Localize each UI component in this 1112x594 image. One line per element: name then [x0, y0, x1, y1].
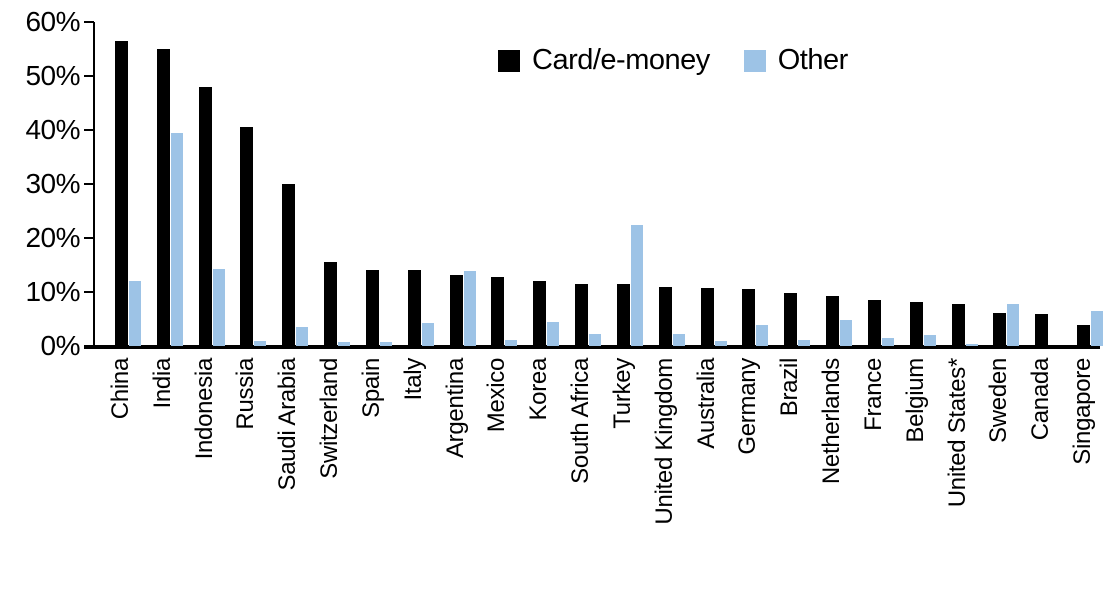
x-label-switzerland: Switzerland — [316, 358, 344, 479]
bar-other-australia — [714, 340, 727, 346]
bar-other-turkey — [630, 224, 643, 346]
bar-card-sweden — [993, 312, 1007, 346]
x-label-australia: Australia — [692, 358, 720, 449]
x-label-south-africa: South Africa — [567, 358, 595, 484]
bar-other-russia — [254, 341, 267, 346]
y-axis-tick — [84, 21, 94, 23]
bar-card-russia — [240, 127, 254, 346]
legend-item-other: Other — [743, 44, 849, 77]
bar-card-germany — [742, 289, 756, 346]
plot-area — [94, 22, 1104, 346]
bar-other-france — [881, 337, 894, 346]
bar-card-korea — [533, 281, 547, 346]
bar-other-singapore — [1091, 310, 1104, 346]
x-label-spain: Spain — [357, 358, 385, 418]
x-label-sweden: Sweden — [985, 358, 1013, 443]
x-label-france: France — [859, 358, 887, 431]
x-label-belgium: Belgium — [901, 358, 929, 443]
y-axis-tick — [84, 291, 94, 293]
bar-card-france — [867, 299, 881, 346]
bar-other-sweden — [1007, 304, 1020, 346]
bar-card-united-states — [951, 303, 965, 346]
bar-card-netherlands — [826, 296, 840, 346]
bar-other-brazil — [798, 340, 811, 346]
bar-other-argentina — [463, 271, 476, 346]
y-axis-tick — [84, 183, 94, 185]
bar-card-united-kingdom — [658, 286, 672, 346]
bar-other-china — [128, 281, 141, 346]
y-axis-tick-label: 30% — [25, 168, 80, 199]
x-label-united-states: United States* — [943, 358, 971, 508]
bar-card-south-africa — [575, 284, 589, 346]
bar-other-south-africa — [589, 334, 602, 346]
x-label-turkey: Turkey — [608, 358, 636, 429]
legend-swatch-other-icon — [743, 49, 766, 72]
y-axis-tick-label: 60% — [25, 6, 80, 37]
bar-other-indonesia — [212, 268, 225, 346]
bar-card-belgium — [909, 301, 923, 346]
bar-other-india — [170, 132, 183, 346]
bar-other-italy — [421, 322, 434, 346]
x-label-indonesia: Indonesia — [190, 358, 218, 460]
x-label-korea: Korea — [525, 358, 553, 421]
bar-other-germany — [756, 324, 769, 346]
bar-card-china — [114, 40, 128, 346]
x-label-italy: Italy — [399, 358, 427, 401]
legend-swatch-card-icon — [498, 49, 520, 72]
bar-card-australia — [700, 287, 714, 346]
x-label-russia: Russia — [232, 358, 260, 430]
y-axis-tick-label: 40% — [25, 114, 80, 145]
bar-card-italy — [407, 270, 421, 346]
y-axis-line — [93, 22, 95, 346]
x-label-india: India — [148, 358, 176, 409]
bar-other-united-kingdom — [672, 333, 685, 346]
bar-other-mexico — [505, 340, 518, 346]
bar-card-argentina — [449, 274, 463, 346]
legend-label-other: Other — [777, 44, 849, 76]
bar-other-united-states — [965, 343, 978, 346]
x-label-mexico: Mexico — [483, 358, 511, 433]
bar-other-saudi-arabia — [296, 327, 309, 346]
legend: Card/e-money Other — [498, 44, 848, 77]
x-label-canada: Canada — [1027, 358, 1055, 441]
x-label-brazil: Brazil — [776, 358, 804, 417]
bar-card-spain — [365, 270, 379, 346]
y-axis-tick-label: 10% — [25, 276, 80, 307]
y-axis-tick-label: 50% — [25, 60, 80, 91]
bar-other-netherlands — [840, 320, 853, 346]
bar-card-singapore — [1077, 324, 1091, 346]
legend-label-card-e-money: Card/e-money — [532, 44, 710, 76]
x-label-singapore: Singapore — [1069, 358, 1097, 465]
y-axis-tick — [84, 75, 94, 77]
x-label-united-kingdom: United Kingdom — [650, 358, 678, 525]
y-axis-tick — [84, 237, 94, 239]
x-label-china: China — [106, 358, 134, 420]
bar-card-saudi-arabia — [282, 184, 296, 346]
x-label-saudi-arabia: Saudi Arabia — [274, 358, 302, 491]
bar-card-indonesia — [198, 86, 212, 346]
bar-card-mexico — [491, 277, 505, 346]
x-label-argentina: Argentina — [441, 358, 469, 459]
bar-other-belgium — [923, 335, 936, 346]
bar-other-korea — [547, 322, 560, 346]
y-axis-tick-label: 0% — [40, 330, 81, 361]
bar-other-switzerland — [338, 342, 351, 346]
bar-card-switzerland — [324, 262, 338, 346]
x-label-netherlands: Netherlands — [818, 358, 846, 485]
x-axis-line — [84, 345, 1100, 349]
legend-item-card-e-money: Card/e-money — [498, 44, 710, 77]
y-axis-tick — [84, 129, 94, 131]
bar-other-spain — [379, 341, 392, 346]
bar-card-canada — [1035, 314, 1049, 346]
x-label-germany: Germany — [734, 358, 762, 455]
bar-card-turkey — [616, 284, 630, 346]
y-axis-tick-label: 20% — [25, 222, 80, 253]
bar-card-brazil — [784, 292, 798, 346]
bar-card-india — [156, 49, 170, 346]
